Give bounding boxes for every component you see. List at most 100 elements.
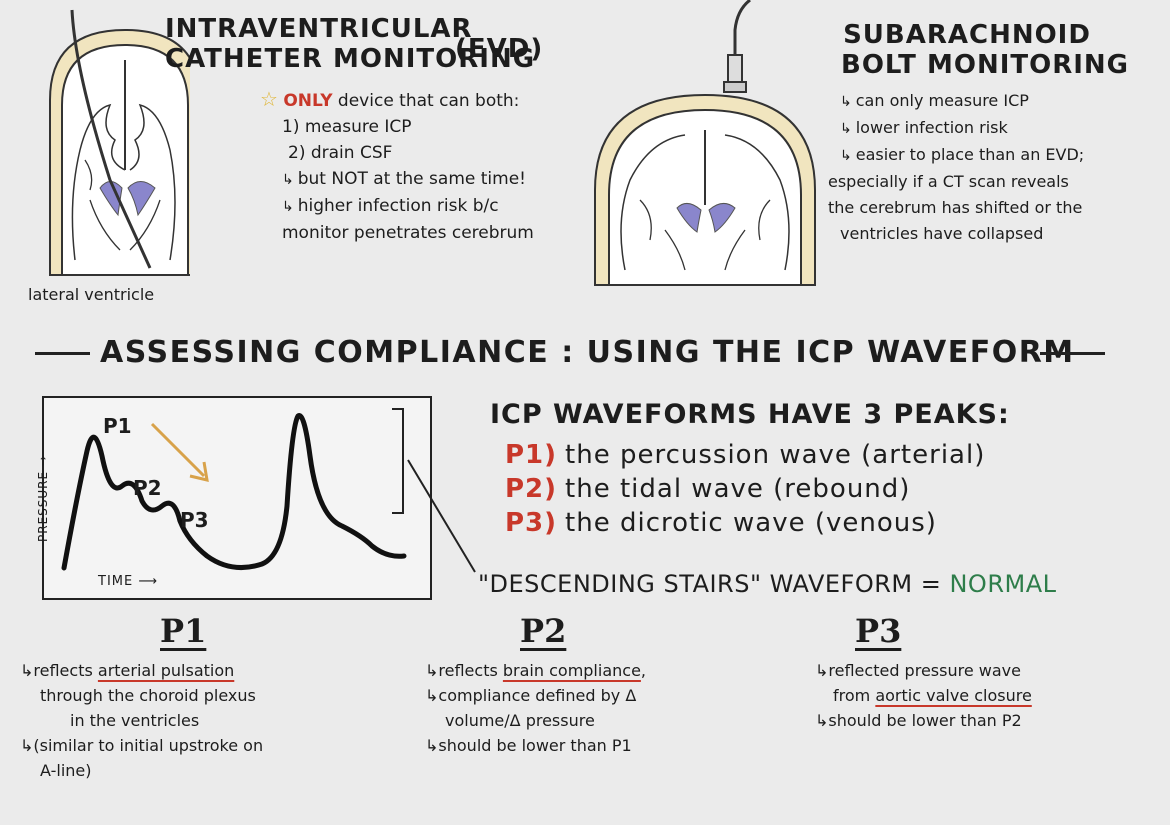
hook-arrow-icon: ↳	[815, 711, 829, 730]
col-p1-line5: A-line)	[40, 761, 92, 780]
bolt-note-3: ↳ easier to place than an EVD;	[840, 142, 1160, 169]
peak-1-text: the percussion wave (arterial)	[565, 440, 986, 470]
col-p2-line1-prefix: reflects	[438, 661, 503, 680]
hook-arrow-icon: ↳	[840, 94, 852, 110]
col-p1-line4-text: (similar to initial upstroke on	[33, 736, 264, 755]
evd-note-2: ↳ higher infection risk b/c	[260, 193, 570, 220]
bolt-lateral-ventricle	[676, 203, 736, 233]
bolt-note-3-line3: the cerebrum has shifted or the	[828, 198, 1083, 217]
hook-arrow-icon: ↳	[425, 686, 439, 705]
col-p1-line1-prefix: reflects	[33, 661, 98, 680]
arrow-right-icon: ⟶	[138, 574, 158, 589]
col-p2-line1-suffix: ,	[640, 661, 646, 680]
peaks-heading: ICP WAVEFORMS HAVE 3 PEAKS:	[490, 399, 1010, 430]
bolt-note-1: ↳ can only measure ICP	[840, 88, 1160, 115]
stairs-line: "DESCENDING STAIRS" WAVEFORM = NORMAL	[478, 570, 1056, 598]
col-p1-heading: P1	[160, 612, 207, 650]
peak-item-3: P3) the dicrotic wave (venous)	[505, 506, 985, 540]
evd-brain-illustration	[49, 9, 190, 276]
peak-1-label: P1)	[505, 440, 558, 470]
col-p2-heading: P2	[520, 612, 567, 650]
col-p1-line3: in the ventricles	[70, 711, 200, 730]
hook-arrow-icon: ↳	[425, 736, 439, 755]
bolt-wire	[733, 0, 751, 55]
evd-note-2-line2: monitor penetrates cerebrum	[282, 223, 534, 243]
hook-arrow-icon: ↳	[20, 661, 34, 680]
bolt-device	[727, 54, 743, 86]
col-p3-heading: P3	[855, 612, 902, 650]
peak-3-text: the dicrotic wave (venous)	[565, 508, 937, 538]
col-p3-line3: ↳should be lower than P2	[815, 708, 1155, 733]
bolt-note-3-line2: especially if a CT scan reveals	[828, 172, 1069, 191]
evd-brain-label: lateral ventricle	[28, 285, 155, 304]
graph-xlabel-text: TIME	[98, 574, 134, 589]
bolt-note-1-text: can only measure ICP	[855, 91, 1029, 110]
col-p1: ↳reflects arterial pulsation through the…	[20, 658, 380, 783]
col-p2-line4: ↳should be lower than P1	[425, 733, 765, 758]
hook-arrow-icon: ↳	[20, 736, 34, 755]
bolt-note-2: ↳ lower infection risk	[840, 115, 1160, 142]
evd-note-1: ↳ but NOT at the same time!	[260, 166, 570, 193]
descending-arrow-icon	[150, 422, 206, 478]
bolt-note-3-line4: ventricles have collapsed	[840, 224, 1044, 243]
col-p3-line2: from aortic valve closure	[815, 683, 1155, 708]
star-icon: ☆	[260, 87, 278, 111]
graph-pointer-line	[407, 459, 476, 573]
bolt-title-line1: SUBARACHNOID	[843, 20, 1091, 50]
graph-xlabel: TIME ⟶	[98, 574, 158, 589]
peak-item-1: P1) the percussion wave (arterial)	[505, 438, 985, 472]
bolt-title: SUBARACHNOID BOLT MONITORING	[805, 20, 1129, 80]
section-title: ASSESSING COMPLIANCE : USING THE ICP WAV…	[100, 335, 1075, 370]
hook-arrow-icon: ↳	[815, 661, 829, 680]
evd-only-text: device that can both:	[332, 91, 520, 111]
bolt-title-line2: BOLT MONITORING	[841, 50, 1130, 80]
graph-p1-label: P1	[103, 414, 132, 438]
col-p1-line1: ↳reflects arterial pulsation	[20, 658, 380, 683]
section-divider-left	[35, 352, 90, 355]
evd-title-line1: INTRAVENTRICULAR	[165, 14, 473, 44]
hook-arrow-icon: ↳	[282, 199, 294, 215]
col-p3: ↳reflected pressure wave from aortic val…	[815, 658, 1155, 733]
evd-title: INTRAVENTRICULAR CATHETER MONITORING	[165, 14, 535, 74]
evd-item-2: 2) drain CSF	[288, 143, 393, 163]
graph-bracket	[392, 408, 404, 514]
graph-ylabel: PRESSURE →	[36, 452, 50, 542]
evd-catheter	[70, 9, 152, 269]
evd-only-prefix: ONLY	[283, 91, 333, 111]
hook-arrow-icon: ↳	[840, 148, 852, 164]
evd-notes: ☆ ONLY device that can both: 1) measure …	[260, 86, 570, 246]
col-p2-line3: volume/Δ pressure	[445, 711, 595, 730]
evd-title-line2: CATHETER MONITORING	[165, 44, 536, 74]
hook-arrow-icon: ↳	[425, 661, 439, 680]
col-p2-line1: ↳reflects brain compliance,	[425, 658, 765, 683]
stairs-prefix: "DESCENDING STAIRS" WAVEFORM =	[478, 570, 950, 598]
col-p3-line3-text: should be lower than P2	[828, 711, 1022, 730]
icp-waveform-svg	[61, 413, 407, 571]
bolt-note-2-text: lower infection risk	[855, 118, 1008, 137]
peaks-list: P1) the percussion wave (arterial) P2) the…	[505, 438, 985, 540]
evd-note-2-line1: higher infection risk b/c	[297, 196, 499, 216]
peak-item-2: P2) the tidal wave (rebound)	[505, 472, 985, 506]
col-p3-line2-underlined: aortic valve closure	[875, 686, 1032, 705]
col-p2-line4-text: should be lower than P1	[438, 736, 632, 755]
graph-ylabel-text: PRESSURE	[36, 470, 50, 542]
col-p2: ↳reflects brain compliance, ↳compliance …	[425, 658, 765, 758]
hook-arrow-icon: ↳	[840, 121, 852, 137]
evd-title-abbrev: (EVD)	[455, 34, 544, 64]
bolt-brain-illustration	[594, 0, 816, 286]
graph-p3-label: P3	[180, 508, 209, 532]
peak-3-label: P3)	[505, 508, 558, 538]
evd-note-1-text: but NOT at the same time!	[297, 169, 526, 189]
col-p3-line1: ↳reflected pressure wave	[815, 658, 1155, 683]
arrow-up-icon: →	[36, 455, 50, 467]
stairs-value: NORMAL	[949, 570, 1057, 598]
icp-waveform-line	[61, 413, 407, 571]
bolt-note-3-line1: easier to place than an EVD;	[855, 145, 1085, 164]
bolt-notes: ↳ can only measure ICP ↳ lower infection r…	[828, 88, 1160, 247]
evd-only-line: ☆ ONLY device that can both:	[260, 86, 570, 114]
evd-item-1: 1) measure ICP	[282, 117, 412, 137]
peak-2-text: the tidal wave (rebound)	[565, 474, 911, 504]
col-p2-line2-text: compliance defined by Δ	[438, 686, 637, 705]
section-divider-right	[1040, 352, 1105, 355]
col-p1-line4: ↳(similar to initial upstroke on	[20, 733, 380, 758]
